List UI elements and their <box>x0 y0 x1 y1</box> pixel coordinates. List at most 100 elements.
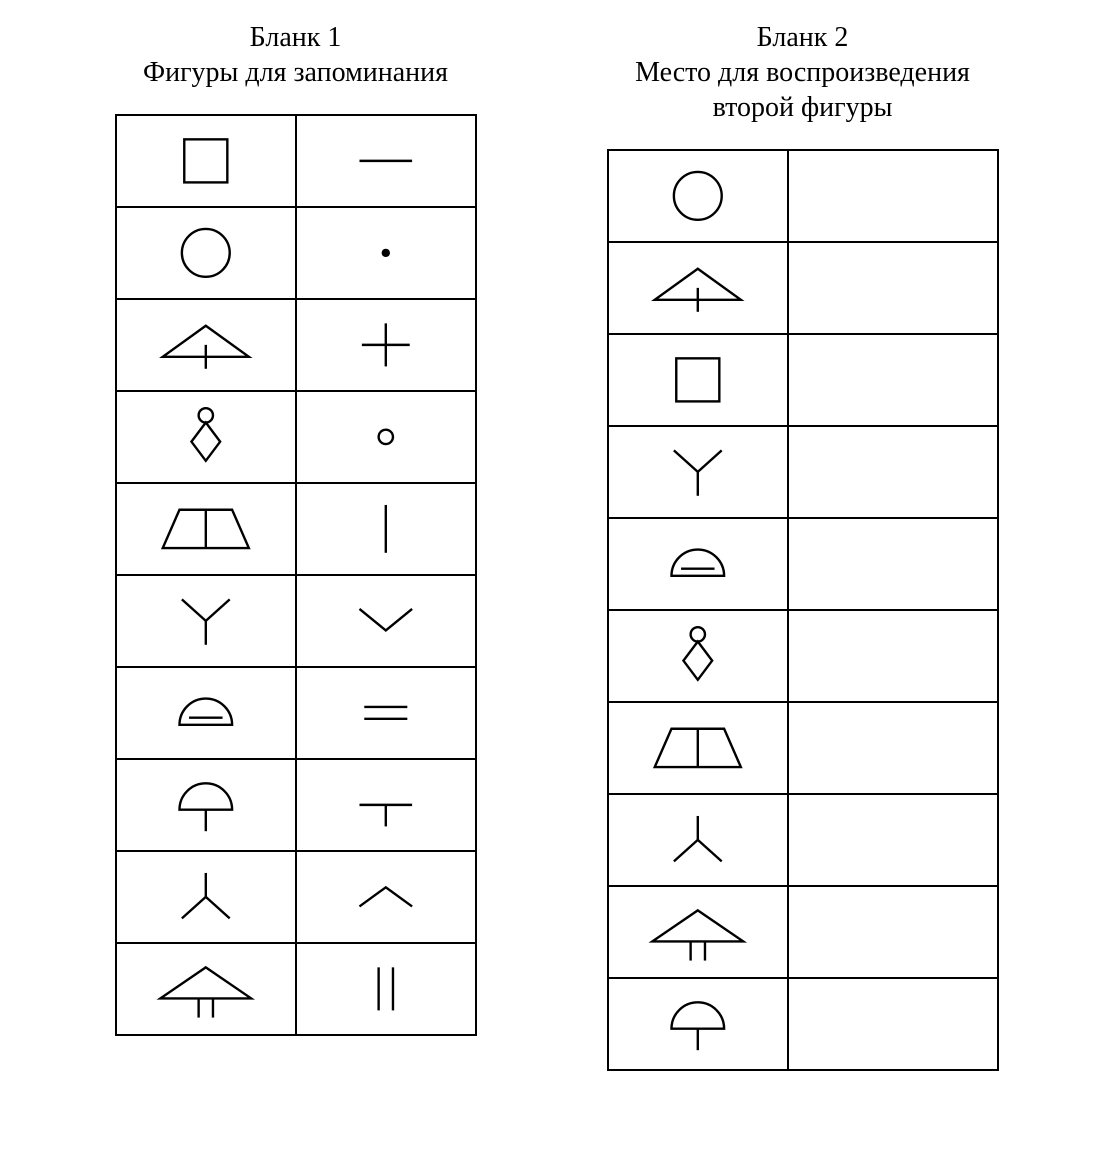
trapezoid_mid-icon <box>117 493 295 565</box>
blank-1-cell-right <box>296 851 476 943</box>
hline-icon <box>297 125 475 197</box>
blank-1-row <box>116 667 476 759</box>
y_inverted-icon <box>117 861 295 933</box>
blank-2-title-line-1: Бланк 2 <box>757 22 849 53</box>
blank-2-cell-left <box>608 978 788 1070</box>
blank-1-cell-right <box>296 759 476 851</box>
blank-1-cell-right <box>296 575 476 667</box>
blank-1-cell-left <box>116 943 296 1035</box>
triangle_two_stems-icon <box>609 896 787 968</box>
blank-1-cell-right <box>296 391 476 483</box>
blank-2-row <box>608 242 998 334</box>
semicircle_line-icon <box>609 528 787 600</box>
blank-2-row <box>608 794 998 886</box>
trapezoid_mid-icon <box>609 712 787 784</box>
caret-icon <box>297 861 475 933</box>
blank-1-cell-left <box>116 115 296 207</box>
blank-2-cell-left <box>608 426 788 518</box>
blank-1-cell-right <box>296 115 476 207</box>
blank-2-title-line-3: второй фигуры <box>713 92 893 123</box>
blank-1-row <box>116 759 476 851</box>
blank-1-cell-left <box>116 851 296 943</box>
blank-2-row <box>608 426 998 518</box>
blank-1-tbody <box>116 115 476 1035</box>
blank-2-cell-right-empty <box>788 978 998 1070</box>
blank-1-cell-right <box>296 299 476 391</box>
blank-2-title-line-2: Место для воспроизведения <box>635 57 970 88</box>
blank-2-row <box>608 610 998 702</box>
circle-icon <box>609 160 787 232</box>
vline-icon <box>297 493 475 565</box>
blank-1-cell-left <box>116 483 296 575</box>
blank-1-row <box>116 483 476 575</box>
blank-1-row <box>116 851 476 943</box>
blank-2-cell-right-empty <box>788 334 998 426</box>
semicircle_line-icon <box>117 677 295 749</box>
blank-2-cell-right-empty <box>788 242 998 334</box>
blank-2-cell-right-empty <box>788 886 998 978</box>
blank-1-cell-left <box>116 391 296 483</box>
blank-1-row <box>116 207 476 299</box>
blank-1-table <box>115 114 477 1036</box>
circle_diamond-icon <box>117 401 295 473</box>
dot_filled-icon <box>297 217 475 289</box>
blank-2-cell-left <box>608 794 788 886</box>
square-icon <box>609 344 787 416</box>
blank-1-cell-left <box>116 759 296 851</box>
blank-2: Бланк 2 Место для воспроизведения второй… <box>607 20 999 1071</box>
triangle_flat-icon <box>117 309 295 381</box>
blank-2-row <box>608 518 998 610</box>
blank-2-cell-left <box>608 886 788 978</box>
blank-2-row <box>608 978 998 1070</box>
v_shape-icon <box>297 585 475 657</box>
blank-1-cell-right <box>296 207 476 299</box>
blank-1: Бланк 1 Фигуры для запоминания <box>115 20 477 1036</box>
blank-1-title: Бланк 1 Фигуры для запоминания <box>143 20 448 90</box>
blank-2-title: Бланк 2 Место для воспроизведения второй… <box>635 20 970 125</box>
blank-2-row <box>608 150 998 242</box>
plus-icon <box>297 309 475 381</box>
blank-2-row <box>608 334 998 426</box>
blank-1-title-line-2: Фигуры для запоминания <box>143 57 448 88</box>
blank-2-cell-left <box>608 242 788 334</box>
blank-2-cell-left <box>608 610 788 702</box>
blank-2-cell-right-empty <box>788 610 998 702</box>
blank-2-cell-right-empty <box>788 426 998 518</box>
page: Бланк 1 Фигуры для запоминания Бланк 2 М… <box>20 20 1093 1071</box>
ring_small-icon <box>297 401 475 473</box>
blank-1-cell-right <box>296 483 476 575</box>
blank-1-row <box>116 115 476 207</box>
two_vlines-icon <box>297 953 475 1025</box>
y_shape-icon <box>609 436 787 508</box>
circle-icon <box>117 217 295 289</box>
blank-2-cell-left <box>608 702 788 794</box>
blank-1-cell-right <box>296 943 476 1035</box>
triangle_two_stems-icon <box>117 953 295 1025</box>
y_inverted-icon <box>609 804 787 876</box>
semicircle_stem-icon <box>609 988 787 1060</box>
blank-2-cell-right-empty <box>788 518 998 610</box>
blank-1-cell-left <box>116 575 296 667</box>
blank-2-cell-left <box>608 150 788 242</box>
blank-1-row <box>116 575 476 667</box>
blank-2-cell-right-empty <box>788 702 998 794</box>
blank-1-cell-left <box>116 207 296 299</box>
equals-icon <box>297 677 475 749</box>
triangle_flat-icon <box>609 252 787 324</box>
blank-2-cell-right-empty <box>788 794 998 886</box>
blank-2-cell-right-empty <box>788 150 998 242</box>
blank-1-cell-right <box>296 667 476 759</box>
y_shape-icon <box>117 585 295 657</box>
blank-2-row <box>608 886 998 978</box>
blank-2-tbody <box>608 150 998 1070</box>
circle_diamond-icon <box>609 620 787 692</box>
blank-1-title-line-1: Бланк 1 <box>250 22 342 53</box>
blank-2-cell-left <box>608 334 788 426</box>
semicircle_stem-icon <box>117 769 295 841</box>
blank-1-row <box>116 391 476 483</box>
blank-2-cell-left <box>608 518 788 610</box>
blank-1-cell-left <box>116 667 296 759</box>
blank-1-row <box>116 299 476 391</box>
blank-1-row <box>116 943 476 1035</box>
blank-2-table <box>607 149 999 1071</box>
